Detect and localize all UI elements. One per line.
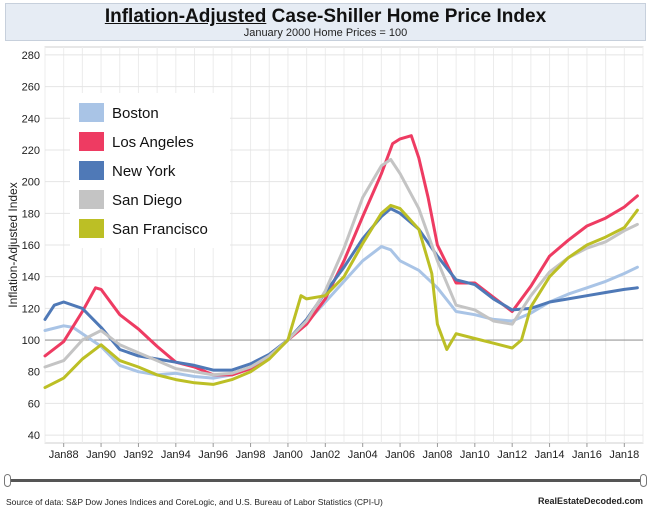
x-tick-label: Jan14 [535, 449, 565, 461]
chart-subtitle: January 2000 Home Prices = 100 [243, 27, 408, 39]
legend-swatch-new-york [79, 161, 104, 180]
x-tick-label: Jan96 [198, 449, 228, 461]
title-rest: Case-Shiller Home Price Index [266, 6, 547, 27]
x-tick-label: Jan92 [123, 449, 153, 461]
range-slider-handle-left[interactable] [4, 474, 11, 487]
y-tick-label: 260 [22, 82, 40, 94]
y-tick-label: 140 [22, 272, 40, 284]
y-tick-label: 280 [22, 50, 40, 62]
series-line-san-francisco [43, 203, 639, 390]
x-tick-label: Jan18 [609, 449, 639, 461]
legend: Boston Los Angeles New York San Diego San Fr… [70, 93, 230, 248]
legend-swatch-los-angeles [79, 132, 104, 151]
brand-credit: RealEstateDecoded.com [537, 496, 643, 506]
x-tick-label: Jan94 [161, 449, 191, 461]
y-axis-label: Inflation-Adjusted Index [6, 182, 20, 307]
legend-label-los-angeles: Los Angeles [112, 134, 194, 151]
y-tick-label: 80 [28, 367, 40, 379]
x-tick-label: Jan10 [460, 449, 490, 461]
series-line-new-york [43, 207, 639, 372]
y-tick-label: 40 [28, 430, 40, 442]
legend-label-new-york: New York [112, 163, 176, 180]
series-line-los-angeles [43, 134, 639, 377]
legend-label-san-diego: San Diego [112, 192, 182, 209]
x-tick-label: Jan88 [49, 449, 79, 461]
y-tick-label: 200 [22, 177, 40, 189]
x-tick-label: Jan90 [86, 449, 116, 461]
chart-svg: 40 60 80 100 120 140 160 180 200 220 240 260 280 Jan8… [6, 46, 644, 461]
legend-swatch-san-francisco [79, 219, 104, 238]
y-tick-label: 220 [22, 145, 40, 157]
y-tick-label: 180 [22, 208, 40, 220]
title-box: Inflation-Adjusted Case-Shiller Home Pri… [5, 3, 646, 41]
range-slider-handle-right[interactable] [640, 474, 647, 487]
title-underlined: Inflation-Adjusted [104, 6, 267, 27]
x-tick-label: Jan06 [385, 449, 415, 461]
x-tick-label: Jan04 [348, 449, 378, 461]
chart-title: Inflation-Adjusted Case-Shiller Home Pri… [6, 6, 645, 28]
y-tick-label: 60 [28, 398, 40, 410]
x-tick-label: Jan16 [572, 449, 602, 461]
source-note: Source of data: S&P Dow Jones Indices an… [6, 497, 383, 507]
x-tick-label: Jan02 [310, 449, 340, 461]
series-line-boston [43, 245, 639, 380]
series-line-san-diego [43, 158, 639, 377]
x-tick-label: Jan12 [497, 449, 527, 461]
range-slider-track[interactable] [8, 479, 643, 482]
y-tick-label: 240 [22, 113, 40, 125]
y-tick-label: 100 [22, 335, 40, 347]
legend-label-boston: Boston [112, 105, 159, 122]
y-tick-label: 120 [22, 303, 40, 315]
legend-swatch-boston [79, 103, 104, 122]
legend-label-san-francisco: San Francisco [112, 221, 208, 238]
y-tick-label: 160 [22, 240, 40, 252]
x-tick-label: Jan00 [273, 449, 303, 461]
x-tick-label: Jan98 [236, 449, 266, 461]
legend-swatch-san-diego [79, 190, 104, 209]
x-tick-label: Jan08 [422, 449, 452, 461]
